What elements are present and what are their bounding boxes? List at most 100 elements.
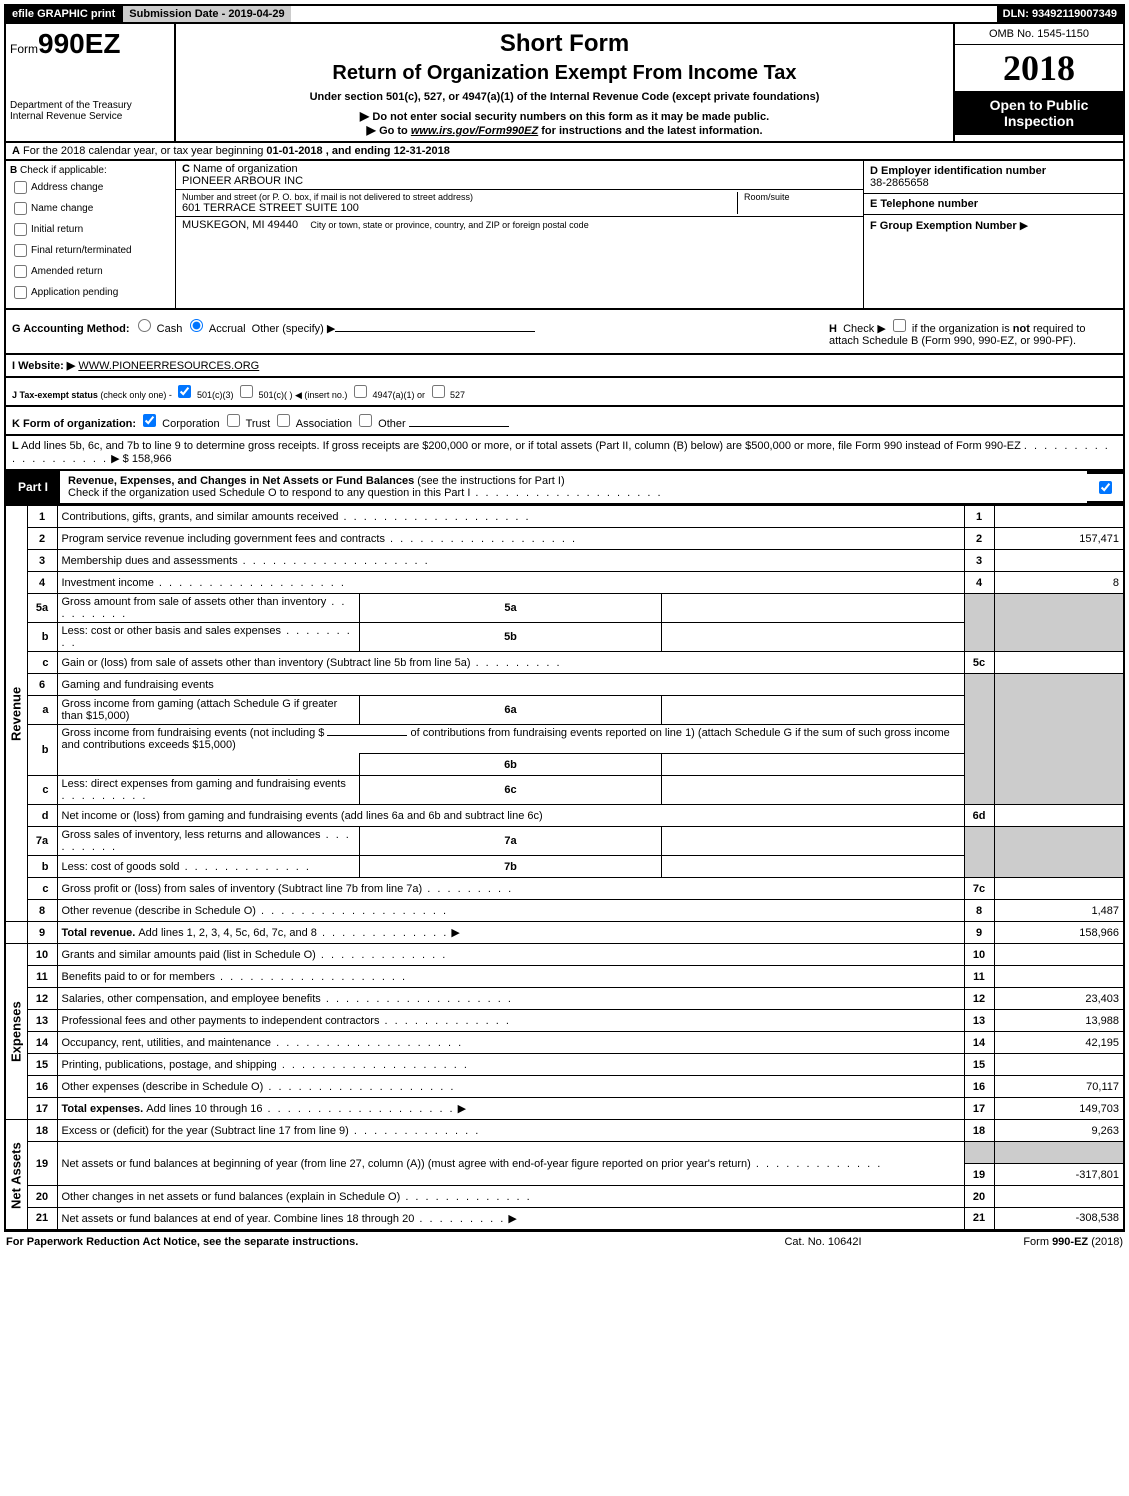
line-amt: 1,487 <box>994 900 1124 922</box>
desc-bold: Total expenses. <box>62 1103 147 1115</box>
chk-address-change[interactable]: Address change <box>10 178 171 197</box>
mid-val <box>662 696 964 725</box>
row-a-label: A <box>12 145 20 157</box>
dots <box>379 1015 510 1027</box>
chk-final-return[interactable]: Final return/terminated <box>10 241 171 260</box>
line-num: 9 <box>27 922 57 944</box>
line-rnum: 16 <box>964 1076 994 1098</box>
j-501c-box[interactable] <box>240 385 253 398</box>
h-checkbox[interactable] <box>893 319 906 332</box>
grey-cell <box>994 827 1124 878</box>
part1-label: Part I <box>6 476 60 498</box>
check-if: Check if applicable: <box>20 165 107 176</box>
city-label: City or town, state or province, country… <box>310 220 588 230</box>
l-text: Add lines 5b, 6c, and 7b to line 9 to de… <box>19 440 1021 452</box>
row-a-begin: 01-01-2018 <box>266 145 322 157</box>
k-assoc-box[interactable] <box>277 414 290 427</box>
line-rnum: 9 <box>964 922 994 944</box>
line-num: b <box>27 623 57 652</box>
line-desc: Program service revenue including govern… <box>57 528 964 550</box>
chk-amended-return[interactable]: Amended return <box>10 262 171 281</box>
line-rnum: 11 <box>964 966 994 988</box>
line-rnum: 7c <box>964 878 994 900</box>
grey-cell <box>964 674 994 805</box>
row-a-end: 12-31-2018 <box>394 145 450 157</box>
dots <box>180 861 311 873</box>
j-527-box[interactable] <box>432 385 445 398</box>
dept-treasury: Department of the Treasury <box>10 100 170 111</box>
part1-checkbox[interactable] <box>1099 481 1112 494</box>
row-g: G Accounting Method: Cash Accrual Other … <box>6 310 823 353</box>
chk-initial-return-box[interactable] <box>14 223 27 236</box>
l-amount: 158,966 <box>132 453 172 465</box>
line-amt <box>994 878 1124 900</box>
table-row: b Gross income from fundraising events (… <box>5 725 1124 754</box>
footer-right: Form 990-EZ (2018) <box>923 1236 1123 1248</box>
desc-text: Other revenue (describe in Schedule O) <box>62 905 256 917</box>
g-other-line <box>335 331 535 332</box>
line-desc: Grants and similar amounts paid (list in… <box>57 944 964 966</box>
line-rnum: 13 <box>964 1010 994 1032</box>
line-desc: Total expenses. Add lines 10 through 16 … <box>57 1098 964 1120</box>
city: MUSKEGON, MI 49440 <box>182 219 298 231</box>
go-to-link[interactable]: www.irs.gov/Form990EZ <box>411 125 538 137</box>
table-row: 6 Gaming and fundraising events <box>5 674 1124 696</box>
f-arrow: ▶ <box>1020 220 1028 232</box>
line-num: c <box>27 776 57 805</box>
form-table: Revenue 1 Contributions, gifts, grants, … <box>4 505 1125 1231</box>
line-rnum: 12 <box>964 988 994 1010</box>
chk-amended-return-box[interactable] <box>14 265 27 278</box>
d-ein: D Employer identification number 38-2865… <box>864 161 1123 194</box>
col-d: D Employer identification number 38-2865… <box>863 161 1123 308</box>
j-4947-box[interactable] <box>354 385 367 398</box>
g-cash-radio[interactable] <box>138 319 151 332</box>
chk-final-return-label: Final return/terminated <box>31 245 132 256</box>
line-rnum: 3 <box>964 550 994 572</box>
table-row: 7a Gross sales of inventory, less return… <box>5 827 1124 856</box>
desc-text: Professional fees and other payments to … <box>62 1015 380 1027</box>
chk-application-pending-box[interactable] <box>14 286 27 299</box>
line-amt <box>994 506 1124 528</box>
form-prefix: Form <box>10 42 38 56</box>
line-desc: Professional fees and other payments to … <box>57 1010 964 1032</box>
line-amt: 70,117 <box>994 1076 1124 1098</box>
line-amt: 13,988 <box>994 1010 1124 1032</box>
k-other-box[interactable] <box>359 414 372 427</box>
table-row: c Gain or (loss) from sale of assets oth… <box>5 652 1124 674</box>
i-value[interactable]: WWW.PIONEERRESOURCES.ORG <box>78 360 259 372</box>
line-desc: Other expenses (describe in Schedule O) <box>57 1076 964 1098</box>
header-left: Form990EZ Department of the Treasury Int… <box>6 24 176 141</box>
line-desc: Gross income from fundraising events (no… <box>57 725 964 754</box>
table-row: 17 Total expenses. Add lines 10 through … <box>5 1098 1124 1120</box>
table-row: 6b <box>5 754 1124 776</box>
chk-application-pending[interactable]: Application pending <box>10 283 171 302</box>
efile-print-button[interactable]: efile GRAPHIC print <box>6 6 121 22</box>
mid-val <box>662 623 964 652</box>
line-rnum: 17 <box>964 1098 994 1120</box>
chk-name-change-box[interactable] <box>14 202 27 215</box>
chk-address-change-box[interactable] <box>14 181 27 194</box>
chk-name-change[interactable]: Name change <box>10 199 171 218</box>
mid-val <box>662 776 964 805</box>
g-accrual-radio[interactable] <box>190 319 203 332</box>
chk-initial-return[interactable]: Initial return <box>10 220 171 239</box>
table-row: c Gross profit or (loss) from sales of i… <box>5 878 1124 900</box>
line-amt <box>994 966 1124 988</box>
k-corp-box[interactable] <box>143 414 156 427</box>
d-value: 38-2865658 <box>870 177 1117 189</box>
chk-final-return-box[interactable] <box>14 244 27 257</box>
part1-dots <box>470 487 662 499</box>
header-right: OMB No. 1545-1150 2018 Open to Public In… <box>953 24 1123 141</box>
line-rnum: 18 <box>964 1120 994 1142</box>
line-num: 21 <box>27 1208 57 1230</box>
go-to-line: ▶ Go to www.irs.gov/Form990EZ for instru… <box>180 123 949 137</box>
open-public-2: Inspection <box>957 113 1121 129</box>
c-name: PIONEER ARBOUR INC <box>182 175 857 187</box>
line-amt <box>994 1054 1124 1076</box>
line-num: d <box>27 805 57 827</box>
under-section: Under section 501(c), 527, or 4947(a)(1)… <box>180 91 949 103</box>
k-trust-box[interactable] <box>227 414 240 427</box>
line-rnum: 14 <box>964 1032 994 1054</box>
j-501c3-box[interactable] <box>178 385 191 398</box>
g-label: G Accounting Method: <box>12 323 130 335</box>
